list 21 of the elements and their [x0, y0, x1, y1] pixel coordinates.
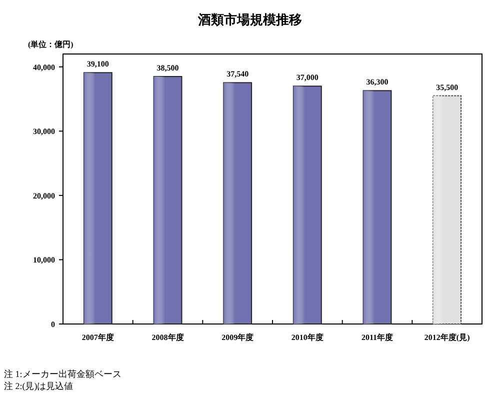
x-tick-label: 2009年度: [222, 332, 254, 342]
y-tick-label: 0: [51, 320, 55, 329]
x-tick-label: 2007年度: [82, 332, 114, 342]
data-label: 37,000: [296, 73, 318, 82]
data-label: 38,500: [156, 64, 179, 72]
data-label: 37,540: [226, 70, 249, 79]
y-tick-label: 30,000: [33, 127, 55, 136]
y-tick-label: 10,000: [33, 256, 55, 265]
x-tick-label: 2008年度: [152, 332, 184, 342]
data-label: 35,500: [436, 82, 458, 92]
x-tick-label: 2011年度: [361, 332, 394, 342]
x-tick-label: 2012年度(見): [424, 332, 470, 342]
y-tick-label: 20,000: [33, 191, 55, 200]
y-tick-label: 40,000: [33, 62, 55, 72]
text: 注 1:メーカー出荷金額ベース: [4, 369, 122, 379]
chart-title: 酒類市場規模推移: [197, 12, 302, 27]
data-label: 39,100: [86, 60, 109, 69]
x-tick-label: 2010年度: [291, 332, 324, 342]
data-label: 36,300: [366, 78, 388, 87]
y-axis-title: (単位：億円): [28, 40, 74, 49]
text: 注 2:(見)は見込値: [4, 381, 74, 391]
